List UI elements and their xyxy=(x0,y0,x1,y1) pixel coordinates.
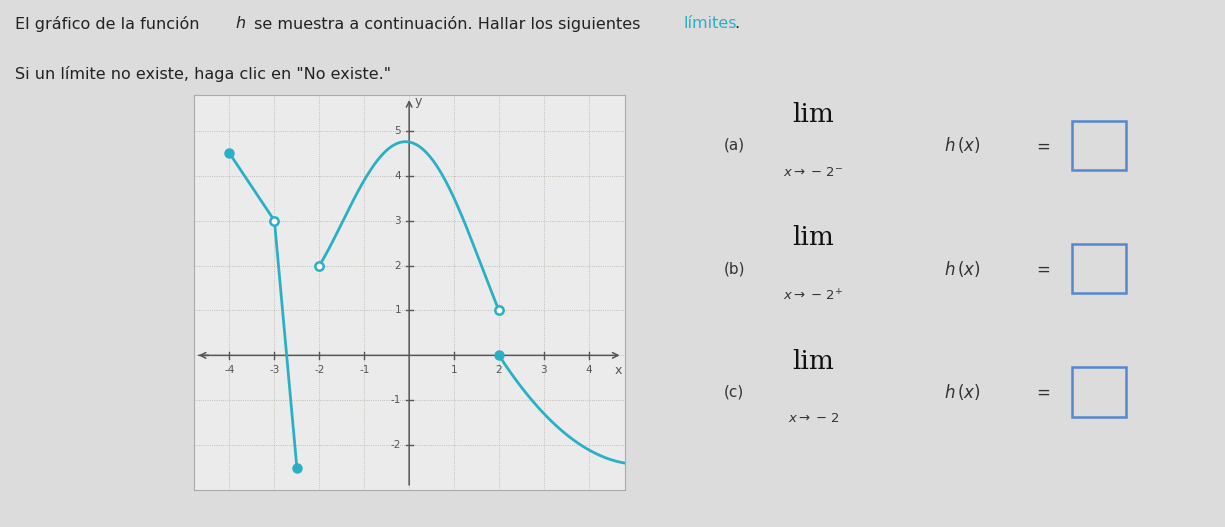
Text: lim: lim xyxy=(793,226,834,250)
Text: $h\,(x)$: $h\,(x)$ xyxy=(944,382,981,402)
Bar xyxy=(1072,367,1126,417)
Text: $h\,(x)$: $h\,(x)$ xyxy=(944,259,981,279)
Text: $=$: $=$ xyxy=(1033,383,1050,401)
Text: 3: 3 xyxy=(540,365,548,375)
Text: h: h xyxy=(235,16,245,31)
Text: $x \rightarrow -\,2^{-}$: $x \rightarrow -\,2^{-}$ xyxy=(784,165,844,179)
Text: $=$: $=$ xyxy=(1033,136,1050,154)
Text: -4: -4 xyxy=(224,365,235,375)
Bar xyxy=(1072,244,1126,294)
Text: 2: 2 xyxy=(394,260,401,270)
Text: lim: lim xyxy=(793,349,834,374)
Text: $=$: $=$ xyxy=(1033,260,1050,278)
Text: 3: 3 xyxy=(394,216,401,226)
Text: -2: -2 xyxy=(391,440,401,450)
Text: (b): (b) xyxy=(724,261,746,276)
Text: $h\,(x)$: $h\,(x)$ xyxy=(944,135,981,155)
Text: $x \rightarrow -\,2$: $x \rightarrow -\,2$ xyxy=(788,412,839,425)
Text: x: x xyxy=(614,364,622,377)
Text: $x \rightarrow -\,2^{+}$: $x \rightarrow -\,2^{+}$ xyxy=(784,288,844,303)
Text: límites: límites xyxy=(684,16,737,31)
Text: -3: -3 xyxy=(270,365,279,375)
Text: .: . xyxy=(734,16,739,31)
Text: El gráfico de la función: El gráfico de la función xyxy=(15,16,205,32)
Bar xyxy=(1072,121,1126,170)
Text: 1: 1 xyxy=(394,306,401,316)
Text: 4: 4 xyxy=(586,365,592,375)
Text: y: y xyxy=(414,95,421,108)
Text: -2: -2 xyxy=(314,365,325,375)
Text: Si un límite no existe, haga clic en "No existe.": Si un límite no existe, haga clic en "No… xyxy=(15,66,391,82)
Text: se muestra a continuación. Hallar los siguientes: se muestra a continuación. Hallar los si… xyxy=(249,16,646,32)
Text: -1: -1 xyxy=(359,365,370,375)
Text: (a): (a) xyxy=(724,138,745,153)
Text: lim: lim xyxy=(793,102,834,127)
Text: 5: 5 xyxy=(394,126,401,136)
Text: 1: 1 xyxy=(451,365,457,375)
Text: (c): (c) xyxy=(724,385,745,399)
Text: -1: -1 xyxy=(391,395,401,405)
Text: 2: 2 xyxy=(496,365,502,375)
Text: 4: 4 xyxy=(394,171,401,181)
